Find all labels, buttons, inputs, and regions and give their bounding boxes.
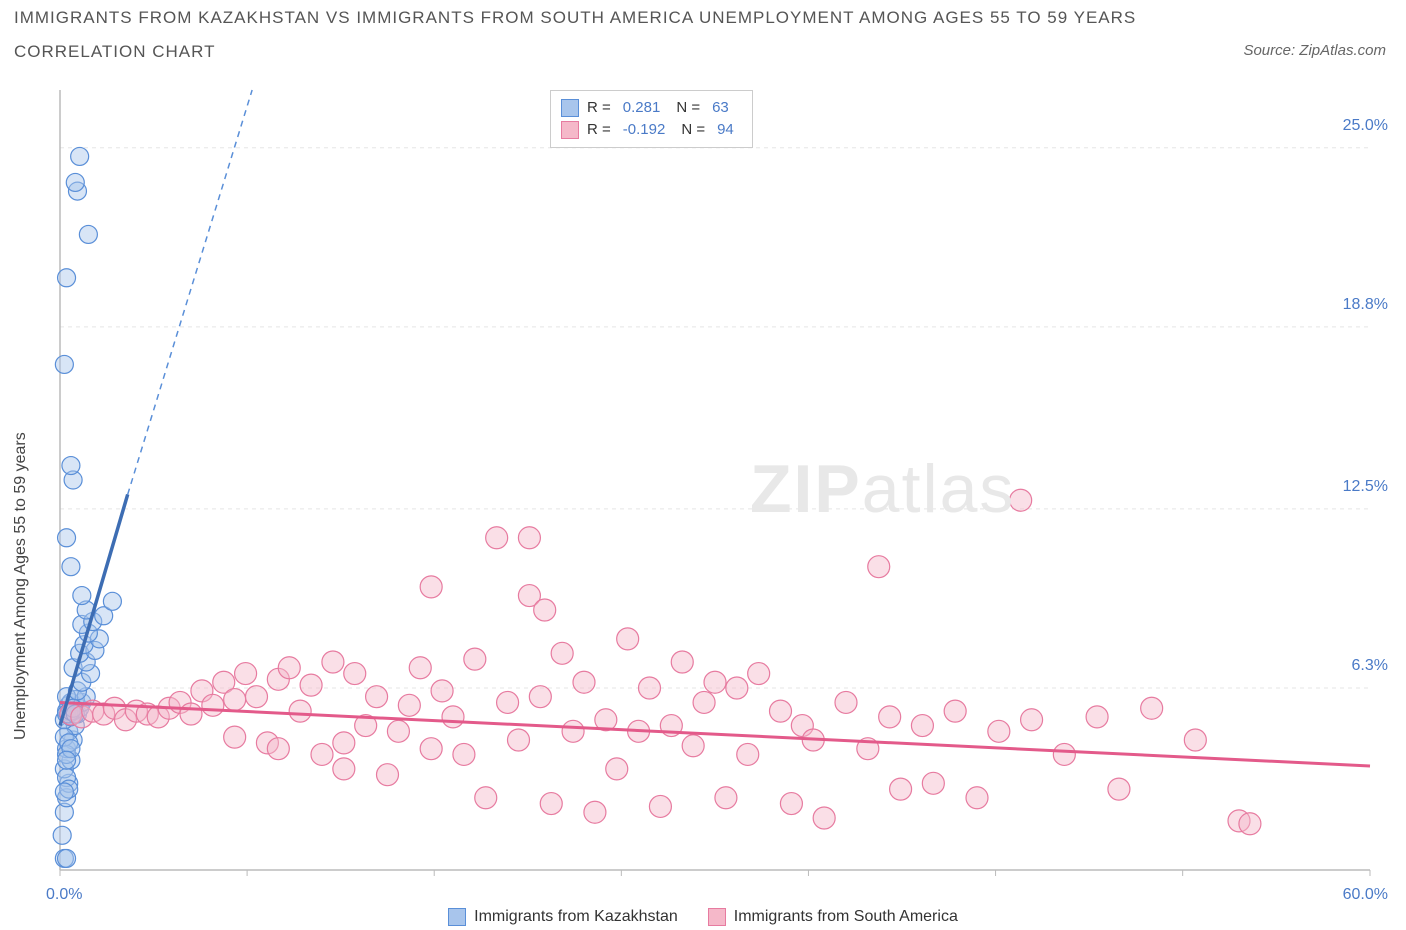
legend-row-kazakhstan: R = 0.281 N = 63: [561, 97, 742, 119]
y-tick-18-8: 18.8%: [1343, 296, 1388, 314]
source-attribution: Source: ZipAtlas.com: [1243, 42, 1386, 59]
chart-svg: [50, 80, 1380, 880]
y-tick-12-5: 12.5%: [1343, 478, 1388, 496]
swatch-southamerica-bottom: [708, 908, 726, 926]
y-tick-25: 25.0%: [1343, 117, 1388, 135]
r-value-southamerica: -0.192: [623, 119, 666, 141]
scatter-plot-area: ZIPatlas: [50, 80, 1380, 880]
n-value-southamerica: 94: [717, 119, 734, 141]
r-prefix: R =: [587, 97, 611, 119]
legend-item-kazakhstan: Immigrants from Kazakhstan: [448, 908, 678, 926]
n-value-kazakhstan: 63: [712, 97, 729, 119]
correlation-legend: R = 0.281 N = 63 R = -0.192 N = 94: [550, 90, 753, 148]
x-tick-0: 0.0%: [46, 886, 82, 904]
chart-subtitle: CORRELATION CHART: [14, 42, 216, 62]
n-prefix: N =: [676, 97, 700, 119]
series-label-kazakhstan: Immigrants from Kazakhstan: [474, 908, 678, 926]
y-tick-6-3: 6.3%: [1352, 657, 1388, 675]
x-tick-60: 60.0%: [1343, 886, 1388, 904]
series-legend: Immigrants from Kazakhstan Immigrants fr…: [0, 908, 1406, 926]
y-axis-label: Unemployment Among Ages 55 to 59 years: [12, 432, 30, 740]
r-value-kazakhstan: 0.281: [623, 97, 661, 119]
legend-item-southamerica: Immigrants from South America: [708, 908, 958, 926]
legend-row-southamerica: R = -0.192 N = 94: [561, 119, 742, 141]
r-prefix2: R =: [587, 119, 611, 141]
chart-title-line1: IMMIGRANTS FROM KAZAKHSTAN VS IMMIGRANTS…: [14, 8, 1136, 28]
series-label-southamerica: Immigrants from South America: [734, 908, 958, 926]
swatch-kazakhstan-bottom: [448, 908, 466, 926]
swatch-kazakhstan: [561, 99, 579, 117]
n-prefix2: N =: [681, 119, 705, 141]
swatch-southamerica: [561, 121, 579, 139]
